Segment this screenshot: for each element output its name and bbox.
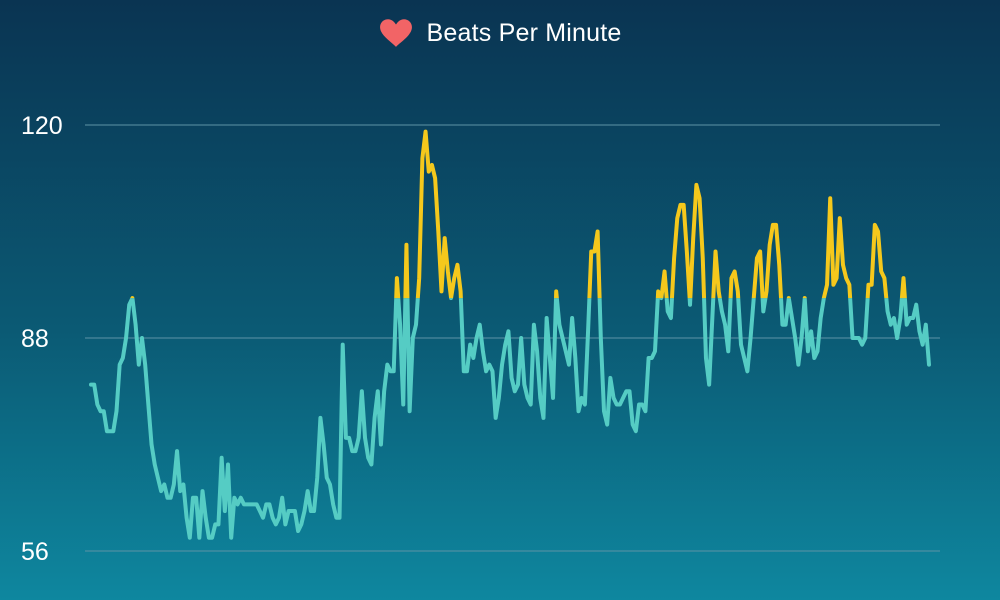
y-axis-ticks: 56 88 120 (21, 112, 63, 566)
y-tick-label-56: 56 (21, 538, 49, 566)
chart-title-text: Beats Per Minute (426, 18, 622, 47)
chart-title: Beats Per Minute (0, 18, 1000, 48)
gridlines (85, 124, 940, 552)
heart-icon (379, 19, 412, 47)
y-tick-label-120: 120 (21, 112, 63, 140)
y-tick-label-88: 88 (21, 325, 49, 353)
series-line (89, 129, 931, 540)
heart-rate-line-low (89, 298, 931, 540)
